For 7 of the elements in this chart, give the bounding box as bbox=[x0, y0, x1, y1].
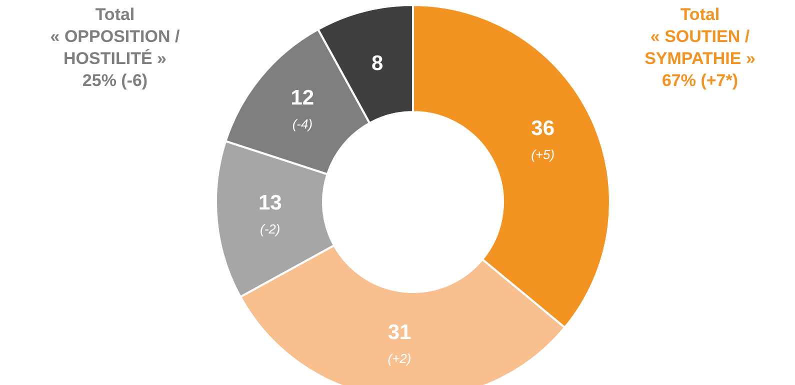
data-label: 8 bbox=[371, 52, 384, 76]
data-label: 12 (-4) bbox=[290, 86, 314, 132]
text: Total « SOUTIEN / SYMPATHIE » 67% (+7*) bbox=[644, 4, 756, 92]
data-label: 31 (+2) bbox=[388, 320, 412, 366]
data-label: 13 (-2) bbox=[258, 192, 282, 237]
text: Total « OPPOSITION / HOSTILITÉ » 25% (-6) bbox=[49, 4, 181, 92]
data-label: 36 (+5) bbox=[531, 116, 555, 162]
